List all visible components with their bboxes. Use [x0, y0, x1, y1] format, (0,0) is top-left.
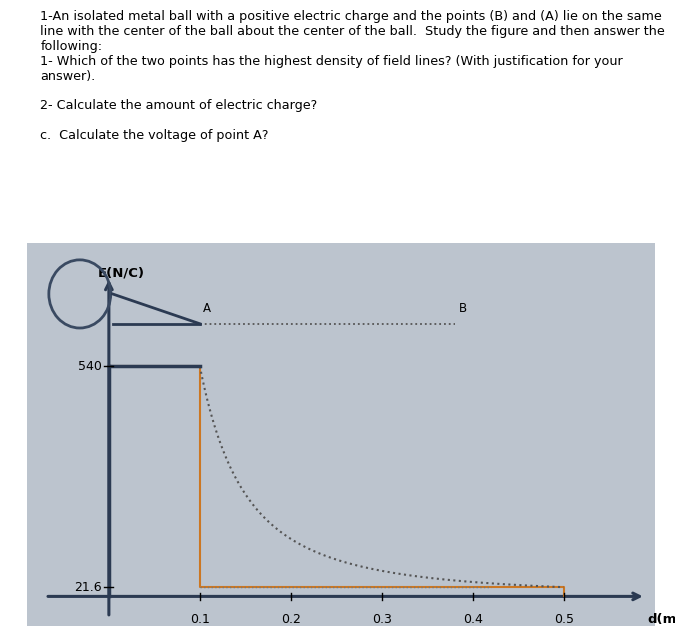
Text: 1-An isolated metal ball with a positive electric charge and the points (B) and : 1-An isolated metal ball with a positive… [40, 10, 662, 23]
Text: 0.2: 0.2 [281, 613, 301, 626]
Text: 0.5: 0.5 [554, 613, 574, 626]
Text: 1- Which of the two points has the highest density of field lines? (With justifi: 1- Which of the two points has the highe… [40, 55, 623, 68]
Text: E(N/C): E(N/C) [98, 266, 145, 279]
Text: c.  Calculate the voltage of point A?: c. Calculate the voltage of point A? [40, 129, 269, 142]
Text: following:: following: [40, 40, 103, 53]
Text: 2- Calculate the amount of electric charge?: 2- Calculate the amount of electric char… [40, 99, 318, 112]
Text: A: A [202, 302, 211, 315]
Text: 540: 540 [78, 360, 102, 373]
Text: answer).: answer). [40, 70, 96, 82]
Text: 0.3: 0.3 [372, 613, 391, 626]
Text: 0.4: 0.4 [463, 613, 483, 626]
Text: line with the center of the ball about the center of the ball.  Study the figure: line with the center of the ball about t… [40, 25, 666, 38]
Text: d(m): d(m) [647, 613, 675, 626]
Text: 21.6: 21.6 [74, 581, 102, 594]
Text: B: B [459, 302, 467, 315]
Text: 0.1: 0.1 [190, 613, 210, 626]
